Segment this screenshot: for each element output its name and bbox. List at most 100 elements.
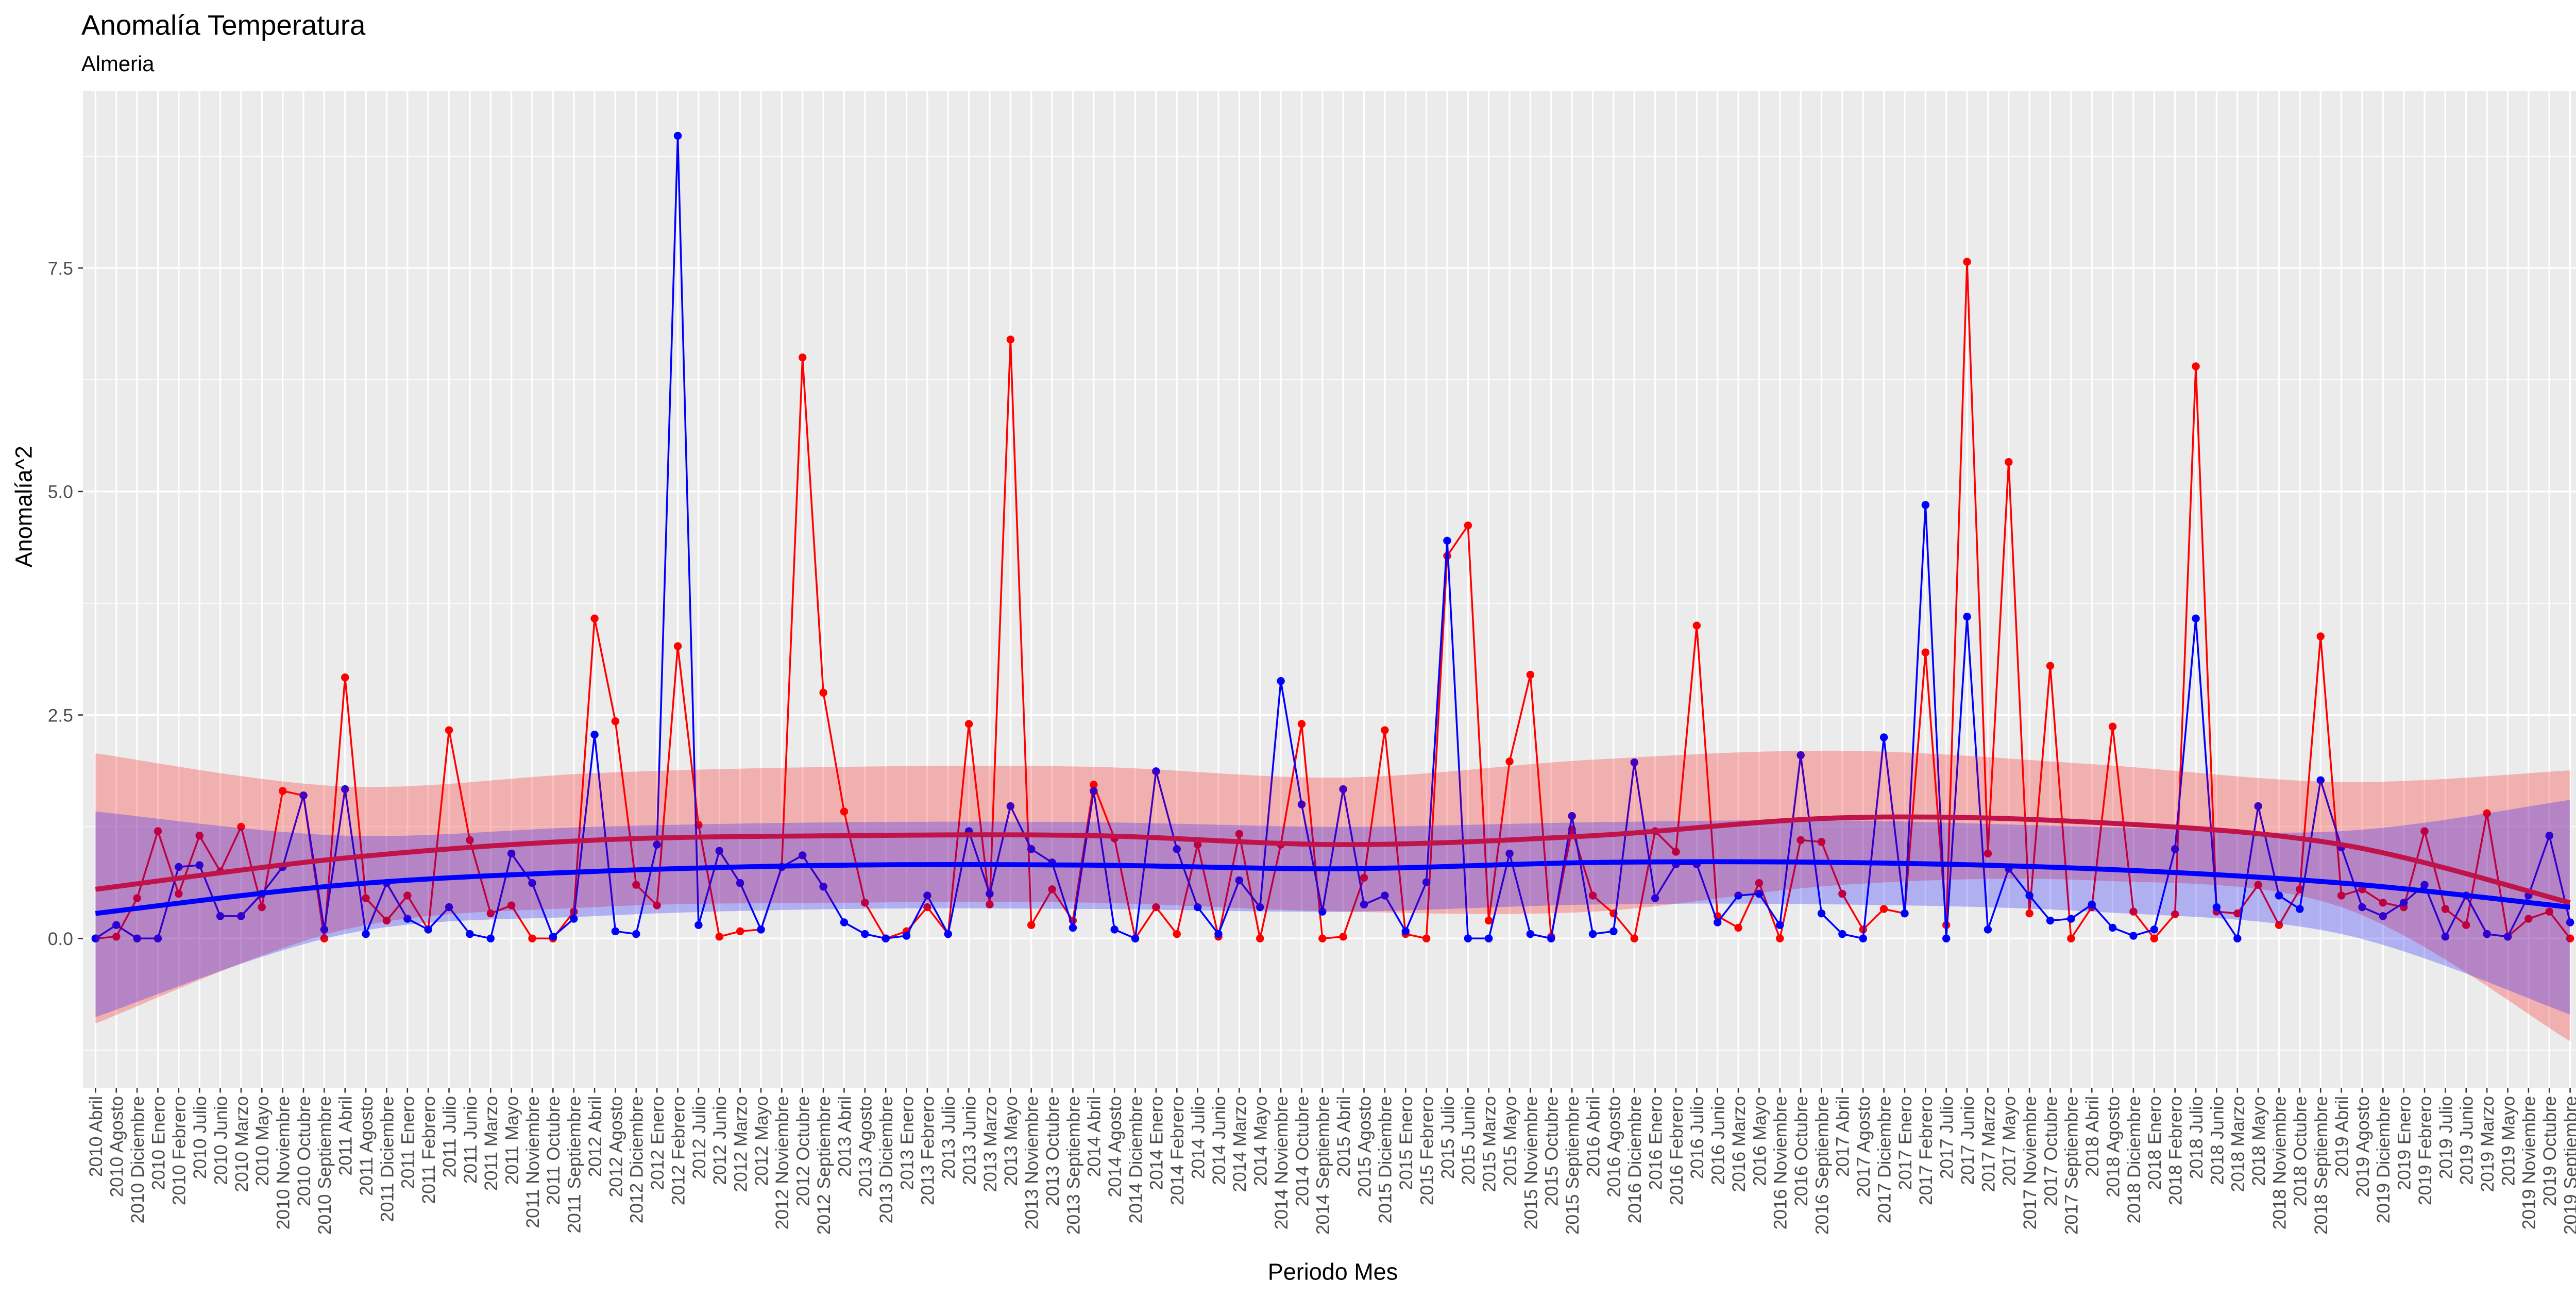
data-point — [757, 925, 765, 934]
x-tick-label: 2014 Diciembre — [1126, 1096, 1146, 1223]
x-tick-label: 2013 Mayo — [1001, 1096, 1021, 1186]
x-tick-label: 2016 Marzo — [1729, 1096, 1749, 1192]
data-point — [1588, 930, 1597, 938]
data-point — [507, 901, 516, 909]
data-point — [2441, 933, 2450, 941]
x-tick-label: 2014 Junio — [1209, 1096, 1229, 1185]
x-tick-label: 2010 Octubre — [294, 1096, 314, 1206]
x-tick-label: 2011 Julio — [439, 1096, 460, 1177]
x-tick-label: 2019 Julio — [2436, 1096, 2456, 1179]
x-tick-label: 2015 Noviembre — [1521, 1096, 1541, 1229]
data-point — [1090, 781, 1098, 789]
x-tick-label: 2010 Febrero — [170, 1096, 190, 1205]
data-point — [1838, 930, 1846, 938]
data-point — [1484, 916, 1493, 925]
data-point — [2316, 776, 2325, 784]
data-point — [133, 934, 141, 942]
data-point — [1360, 873, 1368, 882]
x-tick-label: 2012 Agosto — [606, 1096, 626, 1197]
x-tick-label: 2015 Enero — [1396, 1096, 1416, 1190]
data-point — [2483, 809, 2491, 818]
x-tick-label: 2013 Diciembre — [876, 1096, 896, 1223]
data-point — [2337, 891, 2346, 900]
data-point — [320, 925, 329, 934]
data-point — [1235, 830, 1244, 838]
x-tick-label: 2018 Enero — [2145, 1096, 2165, 1190]
x-tick-label: 2010 Diciembre — [128, 1096, 148, 1223]
x-tick-label: 2011 Abril — [336, 1096, 356, 1176]
data-point — [2025, 891, 2033, 900]
x-tick-label: 2010 Noviembre — [273, 1096, 293, 1229]
data-point — [882, 934, 890, 942]
x-tick-label: 2017 Diciembre — [1874, 1096, 1894, 1223]
x-tick-label: 2012 Diciembre — [627, 1096, 647, 1223]
data-point — [861, 899, 869, 907]
x-tick-label: 2015 Octubre — [1542, 1096, 1562, 1206]
data-point — [2379, 899, 2387, 907]
data-point — [278, 787, 287, 795]
data-point — [1734, 923, 1742, 932]
y-tick-label: 5.0 — [48, 482, 73, 502]
data-point — [1069, 923, 1077, 932]
data-point — [1609, 927, 1618, 936]
data-point — [362, 894, 370, 902]
data-point — [2316, 632, 2325, 640]
x-tick-label: 2013 Abril — [835, 1096, 855, 1177]
x-tick-label: 2019 Abril — [2332, 1096, 2352, 1177]
plot-panel — [83, 91, 2576, 1088]
data-point — [2545, 832, 2553, 840]
x-tick-label: 2013 Marzo — [980, 1096, 1001, 1192]
data-point — [2254, 881, 2262, 889]
x-tick-label: 2011 Septiembre — [565, 1096, 585, 1233]
data-point — [611, 927, 620, 936]
data-point — [1797, 751, 1805, 760]
data-point — [1879, 905, 1888, 913]
data-point — [1422, 878, 1431, 886]
data-point — [1776, 934, 1784, 942]
data-point — [1048, 885, 1056, 894]
x-tick-label: 2017 Enero — [1895, 1096, 1916, 1190]
data-point — [445, 903, 453, 912]
x-tick-label: 2018 Junio — [2207, 1096, 2227, 1185]
data-point — [1464, 521, 1472, 530]
data-point — [1110, 925, 1118, 934]
x-tick-label: 2011 Diciembre — [377, 1096, 397, 1222]
y-tick-label: 0.0 — [48, 929, 73, 949]
x-tick-label: 2013 Noviembre — [1022, 1096, 1042, 1229]
data-point — [1152, 903, 1160, 912]
y-tick-label: 7.5 — [48, 259, 73, 279]
data-point — [2046, 916, 2055, 925]
x-tick-label: 2014 Noviembre — [1272, 1096, 1292, 1229]
data-point — [2296, 905, 2304, 913]
x-tick-label: 2017 Febrero — [1916, 1096, 1936, 1205]
x-tick-label: 2011 Agosto — [357, 1096, 377, 1196]
x-tick-label: 2012 Noviembre — [772, 1096, 792, 1229]
x-tick-label: 2015 Julio — [1438, 1096, 1458, 1179]
data-point — [1027, 845, 1036, 853]
data-point — [1734, 891, 1742, 900]
x-tick-label: 2016 Noviembre — [1771, 1096, 1791, 1229]
data-point — [216, 912, 225, 920]
x-tick-label: 2014 Abril — [1084, 1096, 1105, 1177]
x-tick-label: 2013 Octubre — [1043, 1096, 1063, 1206]
data-point — [424, 925, 432, 934]
data-point — [2358, 903, 2366, 912]
data-point — [1651, 894, 1659, 902]
data-point — [2192, 362, 2200, 370]
data-point — [1318, 907, 1327, 916]
x-tick-label: 2012 Octubre — [793, 1096, 814, 1206]
data-point — [694, 921, 703, 929]
chart-subtitle: Almeria — [81, 52, 155, 76]
data-point — [1984, 925, 1992, 934]
data-point — [1381, 891, 1389, 900]
x-tick-label: 2016 Febrero — [1667, 1096, 1687, 1205]
data-point — [944, 930, 952, 938]
data-point — [1963, 258, 1971, 266]
x-tick-label: 2017 Agosto — [1854, 1096, 1874, 1197]
x-tick-label: 2014 Marzo — [1230, 1096, 1250, 1192]
data-point — [736, 927, 744, 936]
data-point — [175, 863, 183, 871]
x-tick-label: 2016 Septiembre — [1812, 1096, 1832, 1235]
x-tick-label: 2010 Julio — [190, 1096, 210, 1179]
x-tick-label: 2019 Agosto — [2353, 1096, 2373, 1197]
